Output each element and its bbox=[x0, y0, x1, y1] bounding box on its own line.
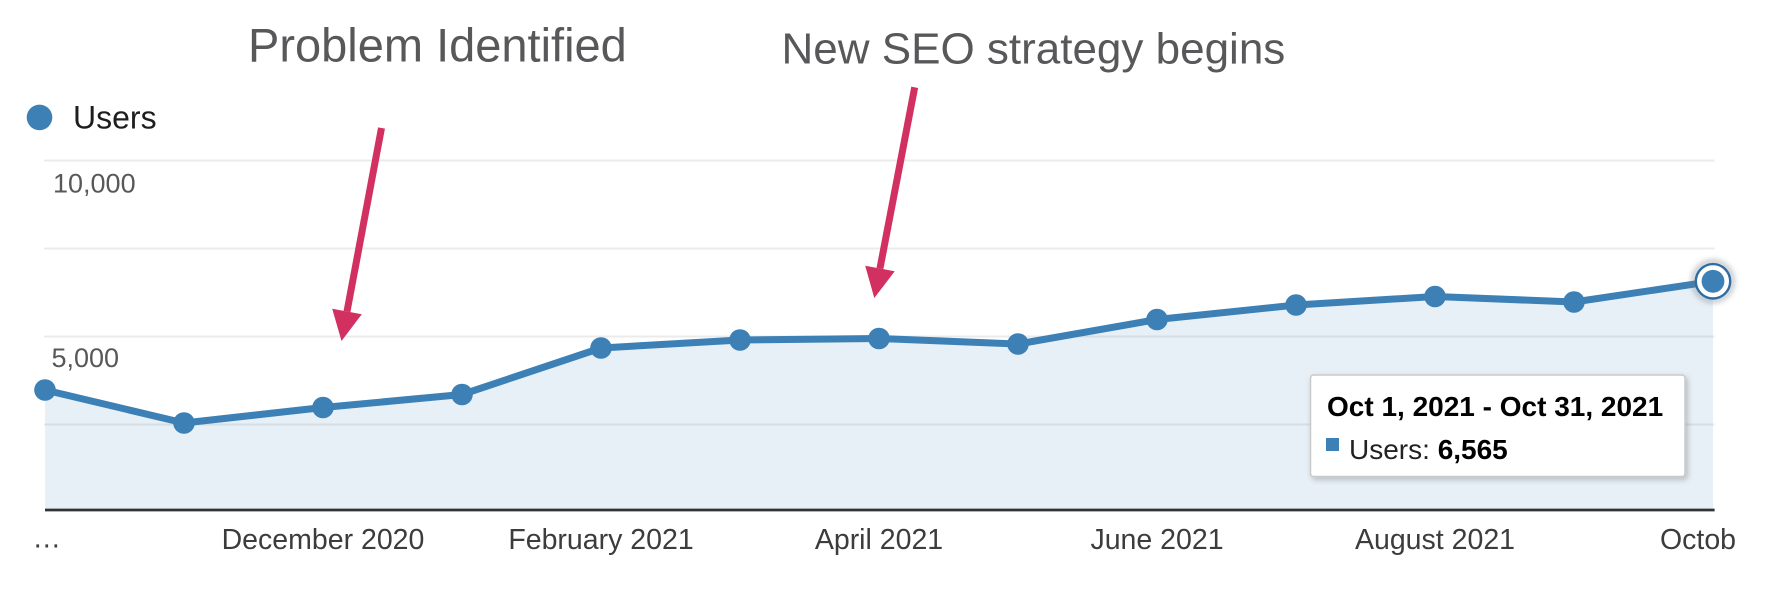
svg-text:New SEO strategy begins: New SEO strategy begins bbox=[782, 25, 1286, 74]
svg-text:December 2020: December 2020 bbox=[222, 524, 425, 556]
svg-text:5,000: 5,000 bbox=[52, 343, 120, 373]
svg-text:Oct 1, 2021 - Oct 31, 2021: Oct 1, 2021 - Oct 31, 2021 bbox=[1327, 391, 1663, 422]
svg-text:April 2021: April 2021 bbox=[815, 524, 943, 556]
svg-text:…: … bbox=[33, 523, 62, 555]
svg-text:Users: Users bbox=[73, 100, 157, 136]
svg-text:10,000: 10,000 bbox=[53, 169, 136, 199]
svg-text:Users: 6,565: Users: 6,565 bbox=[1349, 434, 1508, 465]
svg-text:June 2021: June 2021 bbox=[1090, 524, 1223, 556]
svg-text:Problem Identified: Problem Identified bbox=[248, 19, 627, 72]
svg-text:February 2021: February 2021 bbox=[508, 524, 693, 556]
svg-text:August 2021: August 2021 bbox=[1355, 524, 1515, 556]
svg-text:Octob: Octob bbox=[1660, 524, 1736, 556]
